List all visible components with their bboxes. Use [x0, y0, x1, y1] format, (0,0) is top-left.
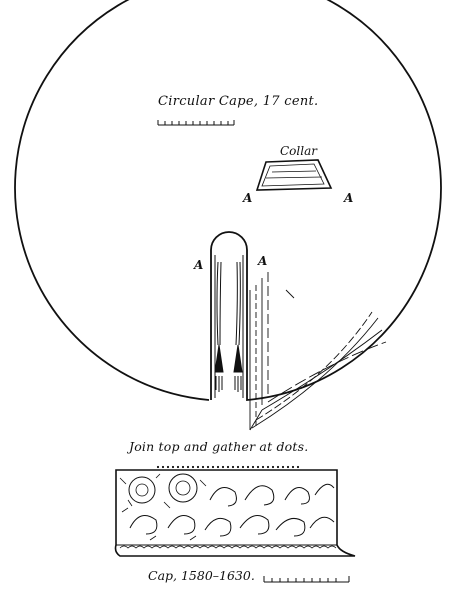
cap-panel [114, 469, 356, 557]
cap-caption: Cap, 1580–1630. [148, 568, 255, 583]
cape-title: Circular Cape, 17 cent. [158, 94, 319, 109]
tassel-right [233, 261, 243, 392]
tassel-left [214, 261, 224, 392]
collar-shape [255, 159, 333, 191]
point-a-collar-left: A [243, 191, 253, 205]
point-a-neck-right: A [258, 254, 268, 268]
cap-beading [119, 545, 337, 549]
cape-outline [14, 0, 442, 401]
cap-scale-bar [263, 576, 350, 583]
cape-scale-bar [157, 120, 235, 126]
gather-dots [156, 465, 300, 469]
border-trim [249, 272, 387, 431]
point-a-collar-right: A [344, 191, 354, 205]
point-a-neck-left: A [194, 258, 204, 272]
collar-label: Collar [280, 144, 317, 158]
join-instruction: Join top and gather at dots. [129, 439, 309, 454]
